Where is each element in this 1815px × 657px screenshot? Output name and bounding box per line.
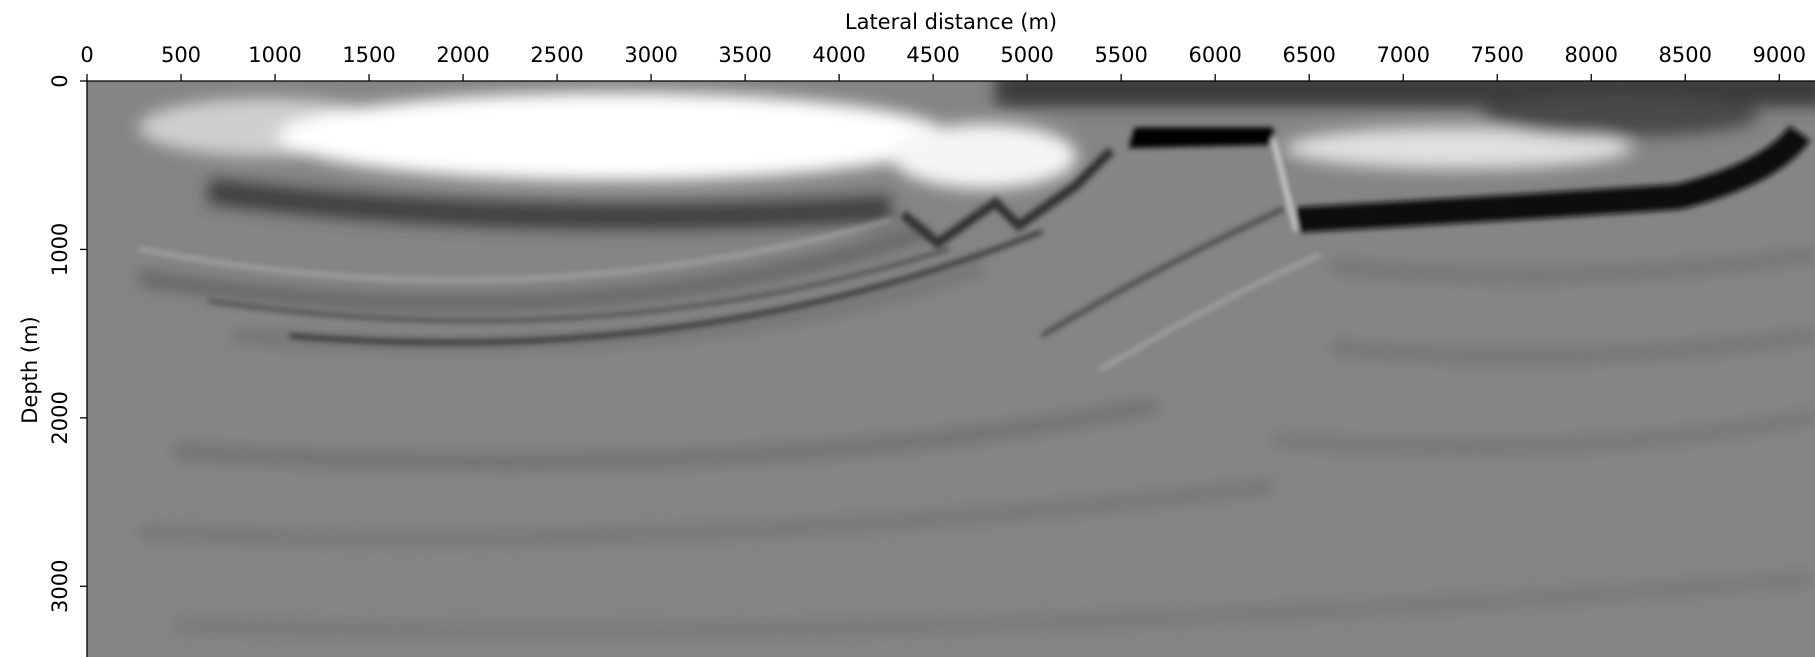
x-tick-label: 5000 — [1000, 43, 1053, 67]
y-tick-label: 0 — [48, 74, 72, 87]
x-tick-label: 3500 — [718, 43, 771, 67]
x-tick-label: 8500 — [1659, 43, 1712, 67]
x-axis-label: Lateral distance (m) — [845, 10, 1057, 34]
x-tick-label: 8000 — [1565, 43, 1618, 67]
y-tick-label: 2000 — [48, 391, 72, 444]
y-tick-label: 3000 — [48, 560, 72, 613]
x-tick-label: 2500 — [530, 43, 583, 67]
x-tick-label: 4000 — [812, 43, 865, 67]
y-tick-label: 1000 — [48, 223, 72, 276]
x-tick-label: 500 — [161, 43, 201, 67]
y-axis-label: Depth (m) — [18, 316, 42, 423]
chart: Lateral distance (m) Depth (m) 0 500 1000 1… — [0, 0, 1815, 657]
x-tick-label: 3000 — [624, 43, 677, 67]
x-tick-label: 7500 — [1471, 43, 1524, 67]
x-tick-label: 9000 — [1753, 43, 1806, 67]
x-tick-label: 4500 — [906, 43, 959, 67]
x-tick-label: 5500 — [1094, 43, 1147, 67]
seismic-image — [87, 72, 1815, 657]
x-tick-label: 2000 — [436, 43, 489, 67]
page: Lateral distance (m) Depth (m) 0 500 1000 1… — [0, 0, 1815, 657]
x-tick-label: 6500 — [1282, 43, 1335, 67]
x-tick-label: 1000 — [248, 43, 301, 67]
x-tick-label: 0 — [80, 43, 93, 67]
x-tick-label: 6000 — [1188, 43, 1241, 67]
x-tick-label: 7000 — [1376, 43, 1429, 67]
x-tick-label: 1500 — [342, 43, 395, 67]
